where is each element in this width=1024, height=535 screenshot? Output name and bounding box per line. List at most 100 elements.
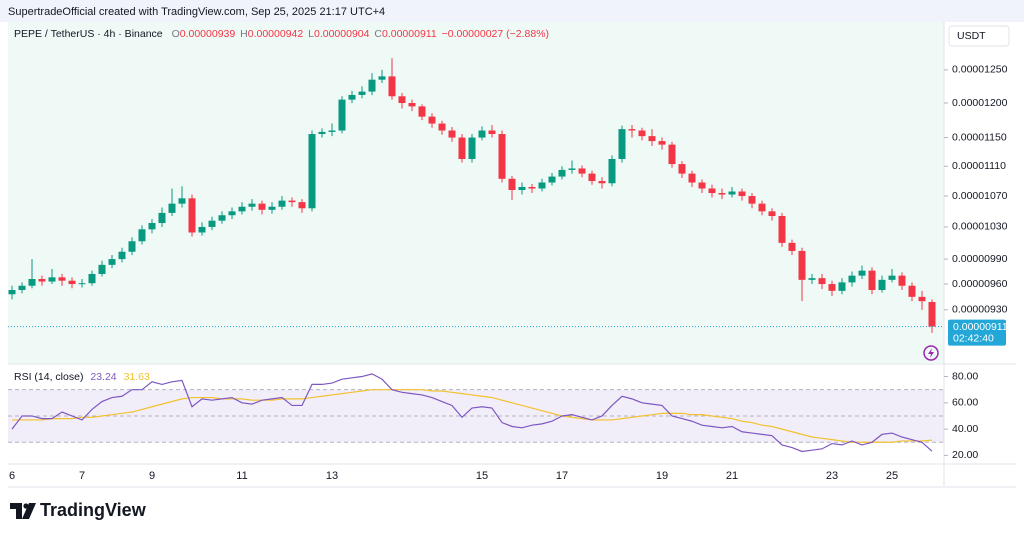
countdown: 02:42:40: [953, 332, 994, 344]
candle-body: [188, 198, 196, 233]
candle-body: [398, 96, 406, 104]
candle-body: [288, 200, 296, 203]
rsi-line: [11, 373, 933, 453]
candle-body: [238, 206, 246, 212]
candle-body: [28, 279, 36, 286]
legend: PEPE / TetherUS · 4h · Binance O0.000009…: [14, 28, 549, 40]
legend-close: 0.00000911: [382, 28, 437, 40]
rsi-ma-value: 31.63: [124, 371, 150, 383]
candle-body: [248, 203, 256, 207]
candle-body: [538, 182, 546, 189]
candle-body: [788, 242, 796, 251]
candle-body: [358, 91, 366, 95]
candle-body: [128, 241, 136, 252]
x-tick-label: 19: [656, 470, 668, 482]
candle-body: [738, 191, 746, 197]
candle-body: [848, 275, 856, 283]
legend-key: L: [308, 28, 314, 40]
legend-key: O: [172, 28, 180, 40]
candle-body: [198, 226, 206, 233]
candle-body: [518, 186, 526, 191]
candle-body: [328, 130, 336, 132]
currency-button[interactable]: [948, 25, 1010, 47]
last-price-label: 0.00000911: [953, 321, 1008, 333]
candle-body: [348, 94, 356, 100]
legend-open: 0.00000939: [180, 28, 236, 40]
candle-body: [768, 211, 776, 217]
candle-body: [408, 103, 416, 107]
candle-body: [928, 302, 936, 327]
x-tick-label: 9: [149, 470, 155, 482]
legend-low: 0.00000904: [314, 28, 370, 40]
watermark: SupertradeOfficial created with TradingV…: [8, 6, 385, 18]
candle-body: [748, 196, 756, 204]
legend-high: 0.00000942: [248, 28, 304, 40]
y-tick-label: 40.00: [952, 423, 978, 435]
candle-body: [108, 259, 116, 265]
candle-body: [148, 223, 156, 230]
candle-body: [488, 130, 496, 135]
candle-body: [438, 123, 446, 131]
last-price-box: [948, 319, 1006, 346]
candle-body: [568, 168, 576, 170]
candle-body: [818, 278, 826, 285]
x-tick-label: 6: [9, 470, 15, 482]
candle-body: [8, 289, 16, 295]
symbol: PEPE / TetherUS · 4h · Binance: [14, 28, 163, 40]
logo-shape: [22, 503, 36, 519]
candle-body: [668, 144, 676, 165]
legend-change: −0.00000027 (−2.88%): [442, 28, 549, 40]
currency[interactable]: USDT: [957, 30, 986, 42]
candle-body: [618, 129, 626, 159]
x-tick-label: 13: [326, 470, 338, 482]
x-tick-label: 21: [726, 470, 738, 482]
rsi-value: 23.24: [90, 371, 116, 383]
candle-body: [548, 176, 556, 183]
candle-body: [38, 279, 46, 282]
y-tick-label: 0.00001030: [952, 221, 1008, 233]
candle-body: [868, 270, 876, 290]
y-tick-label: 0.00000990: [952, 253, 1008, 265]
candle-body: [298, 202, 306, 209]
candle-body: [878, 279, 886, 290]
candle-body: [578, 168, 586, 174]
candle-body: [68, 280, 76, 285]
x-tick-label: 17: [556, 470, 568, 482]
logo: TradingView: [40, 500, 147, 520]
x-tick-label: 23: [826, 470, 838, 482]
candle-body: [778, 216, 786, 243]
alert-icon-bolt: [928, 348, 934, 358]
candle-body: [178, 198, 186, 204]
candle-body: [808, 278, 816, 280]
candle-body: [308, 134, 316, 209]
candle-body: [208, 220, 216, 227]
candle-body: [838, 282, 846, 291]
candle-body: [638, 130, 646, 137]
candles: [8, 58, 936, 333]
y-tick-label: 80.00: [952, 370, 978, 382]
y-tick-label: 60.00: [952, 397, 978, 409]
candle-body: [558, 169, 566, 177]
candle-body: [318, 131, 326, 135]
candle-body: [688, 173, 696, 183]
candle-body: [428, 116, 436, 124]
y-tick-label: 0.00001110: [952, 160, 1006, 172]
y-tick-label: 0.00001070: [952, 190, 1008, 202]
candle-body: [268, 206, 276, 210]
candle-body: [448, 130, 456, 138]
candle-body: [58, 277, 66, 281]
alert-icon[interactable]: [923, 345, 939, 361]
rsi-legend: RSI (14, close) 23.24 31.63: [14, 371, 150, 383]
candle-body: [138, 229, 146, 242]
y-tick-label: 20.00: [952, 449, 978, 461]
candle-body: [608, 158, 616, 184]
price-pane: [8, 22, 944, 363]
rsi-line: [12, 389, 933, 443]
candle-body: [368, 79, 376, 92]
candle-body: [598, 181, 606, 184]
candle-body: [258, 203, 266, 210]
x-tick-label: 25: [886, 470, 898, 482]
rsi-title: RSI (14, close): [14, 371, 83, 383]
candle-body: [278, 200, 286, 207]
